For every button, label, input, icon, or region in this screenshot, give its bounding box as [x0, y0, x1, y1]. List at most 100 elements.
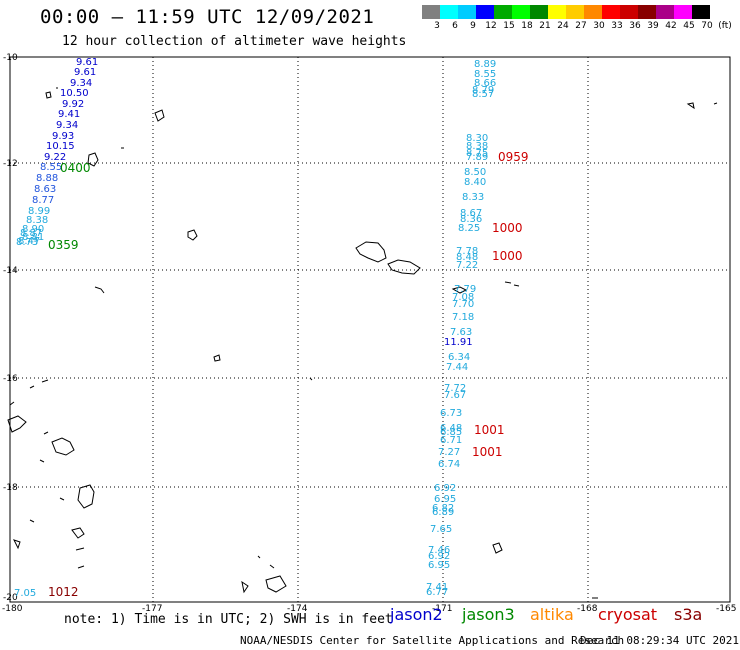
island-savaii [355, 241, 387, 263]
lat-label: -16 [3, 374, 18, 384]
track-value-right: 8.33 [462, 192, 484, 203]
time-label: 1001 [474, 423, 505, 437]
track-value-left: 8.55 [40, 162, 62, 173]
time-label: 0359 [48, 238, 79, 252]
island-tutuila [451, 286, 468, 294]
island-se [309, 377, 598, 599]
wave-height-marks: 9.619.619.3410.509.929.419.349.9310.159.… [14, 57, 529, 599]
island-swains [87, 147, 124, 167]
track-value-right: 7.18 [452, 312, 474, 323]
track-value-right: 6.95 [434, 494, 456, 505]
track-value-right: 7.72 [444, 383, 466, 394]
timestamp: Dec 11 08:29:34 UTC 2021 [580, 634, 739, 647]
track-value-right: 11.91 [444, 337, 473, 348]
legend-altika: altika [530, 605, 574, 624]
track-value-right: 7.41 [426, 582, 448, 593]
track-value-extra: 7.05 [14, 588, 36, 599]
track-value-left: 8.87 [20, 228, 42, 239]
scale-label: 15 [503, 21, 515, 31]
island-wallis [187, 229, 198, 241]
scale-swatch [620, 5, 638, 19]
scale-swatch [530, 5, 548, 19]
legend-jason3: jason3 [462, 605, 515, 624]
scale-label: 3 [434, 21, 440, 31]
scale-swatch [440, 5, 458, 19]
island-east [686, 102, 718, 110]
scale-label: 24 [557, 21, 569, 31]
island-upolu [387, 259, 421, 275]
track-value-right: 7.78 [456, 246, 478, 257]
map-subtitle: 12 hour collection of altimeter wave hei… [62, 34, 407, 49]
scale-label: 21 [539, 21, 551, 31]
track-value-right: 8.25 [458, 223, 480, 234]
island-manua [504, 281, 520, 287]
legend-s3a: s3a [674, 605, 703, 624]
scale-label: 45 [683, 21, 695, 31]
track-value-right: 8.30 [466, 133, 488, 144]
track-value-left: 10.15 [46, 141, 75, 152]
track-value-right: 6.74 [438, 459, 460, 470]
lon-label: -168 [577, 604, 598, 614]
lat-label: -10 [3, 53, 18, 63]
island-niue [492, 542, 503, 554]
scale-swatch [476, 5, 494, 19]
scale-swatch [674, 5, 692, 19]
track-value-left: 9.41 [58, 109, 80, 120]
scale-swatch [512, 5, 530, 19]
track-value-left: 8.99 [28, 206, 50, 217]
track-value-right: 8.89 [474, 59, 496, 70]
scale-label: (ft) [718, 21, 732, 31]
track-value-right: 8.38 [466, 141, 488, 152]
legend-jason2: jason2 [390, 605, 443, 624]
lat-label: -20 [3, 593, 18, 603]
track-value-right: 8.75 [466, 148, 488, 159]
scale-label: 70 [701, 21, 713, 31]
track-value-right: 7.79 [454, 284, 476, 295]
track-value-right: 7.08 [452, 292, 474, 303]
color-scale-labels: 3 6 9 12 15 18 21 24 27 30 33 36 39 42 45 70 (ft) [422, 21, 740, 35]
track-value-right: 6.48 [440, 423, 462, 434]
scale-label: 30 [593, 21, 605, 31]
scale-swatch [422, 5, 440, 19]
legend-cryosat: cryosat [598, 605, 658, 624]
scale-swatch [692, 5, 710, 19]
track-value-right: 6.34 [448, 352, 470, 363]
track-value-left: 8.73 [16, 237, 38, 248]
lat-label: -14 [3, 266, 18, 276]
time-label: 1012 [48, 585, 79, 599]
track-value-left: 8.47 [18, 236, 40, 247]
track-value-left: 8.81 [22, 232, 44, 243]
track-value-left: 9.34 [70, 78, 92, 89]
track-value-right: 7.70 [452, 299, 474, 310]
island-tonga1 [7, 415, 27, 433]
track-value-right: 6.92 [428, 551, 450, 562]
track-value-left: 9.93 [52, 131, 74, 142]
track-value-right: 8.40 [464, 177, 486, 188]
track-value-left: 9.34 [56, 120, 78, 131]
island-futuna [154, 109, 165, 122]
track-value-right: 8.48 [456, 252, 478, 263]
track-value-right: 6.82 [432, 503, 454, 514]
scale-swatch [566, 5, 584, 19]
time-label: 1000 [492, 249, 523, 263]
track-value-left: 8.90 [22, 224, 44, 235]
track-value-right: 7.46 [428, 545, 450, 556]
lon-label: -165 [716, 604, 736, 614]
track-value-right: 8.66 [474, 78, 496, 89]
credit-line: NOAA/NESDIS Center for Satellite Applica… [240, 634, 625, 647]
track-value-right: 7.63 [450, 327, 472, 338]
scale-label: 6 [452, 21, 458, 31]
track-value-left: 9.61 [76, 57, 98, 68]
scale-label: 9 [470, 21, 476, 31]
color-scale [422, 5, 710, 19]
lon-label: -171 [432, 604, 452, 614]
island-nw1 [45, 87, 58, 99]
map-title: 00:00 – 11:59 UTC 12/09/2021 [40, 6, 375, 28]
track-value-right: 6.92 [434, 483, 456, 494]
track-value-right: 7.89 [466, 152, 488, 163]
scale-label: 27 [575, 21, 587, 31]
track-value-right: 8.55 [474, 69, 496, 80]
track-value-right: 8.50 [464, 167, 486, 178]
